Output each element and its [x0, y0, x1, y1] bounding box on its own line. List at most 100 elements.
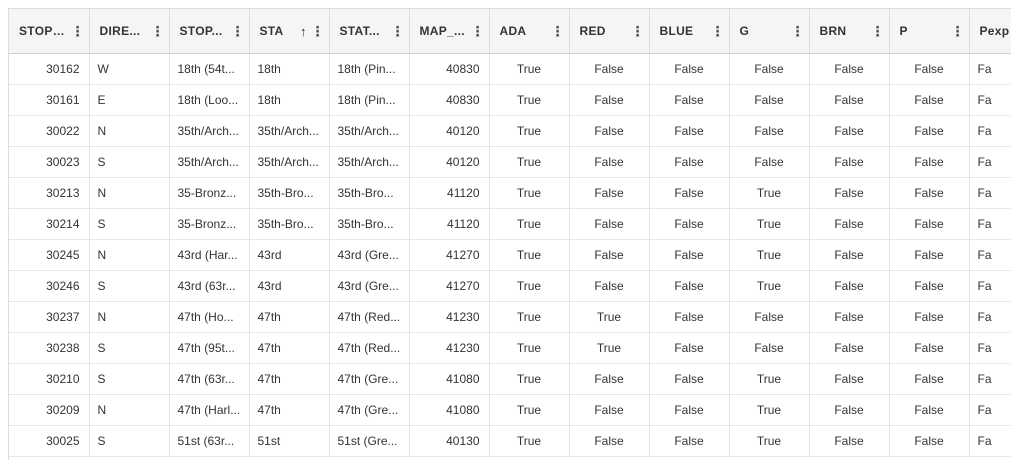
table-cell[interactable]: Fa [969, 147, 1011, 178]
table-cell[interactable]: False [809, 333, 889, 364]
table-cell[interactable]: True [729, 395, 809, 426]
table-cell[interactable]: False [569, 147, 649, 178]
table-cell[interactable]: False [809, 302, 889, 333]
table-cell[interactable]: 43rd [249, 240, 329, 271]
column-header[interactable]: G⋮ [729, 9, 809, 54]
table-cell[interactable]: False [569, 178, 649, 209]
table-cell[interactable]: 47th (Harl... [169, 395, 249, 426]
table-cell[interactable]: False [729, 116, 809, 147]
table-cell[interactable]: False [889, 54, 969, 85]
table-cell[interactable]: 30238 [9, 333, 89, 364]
table-cell[interactable]: 18th (Loo... [169, 85, 249, 116]
table-cell[interactable]: S [89, 147, 169, 178]
table-cell[interactable]: 30022 [9, 116, 89, 147]
table-cell[interactable]: False [809, 178, 889, 209]
table-cell[interactable]: Fa [969, 85, 1011, 116]
table-cell[interactable]: Fa [969, 395, 1011, 426]
table-cell[interactable]: True [489, 364, 569, 395]
table-cell[interactable]: 43rd (Har... [169, 240, 249, 271]
table-cell[interactable]: False [569, 364, 649, 395]
column-menu-icon[interactable]: ⋮ [951, 24, 963, 38]
column-header[interactable]: ADA⋮ [489, 9, 569, 54]
table-cell[interactable]: 41080 [409, 364, 489, 395]
column-menu-icon[interactable]: ⋮ [711, 24, 723, 38]
table-cell[interactable]: 30210 [9, 364, 89, 395]
table-cell[interactable]: 30161 [9, 85, 89, 116]
table-cell[interactable]: 30214 [9, 209, 89, 240]
column-header[interactable]: MAP_...⋮ [409, 9, 489, 54]
table-cell[interactable]: 47th (Ho... [169, 302, 249, 333]
table-cell[interactable]: False [809, 426, 889, 457]
column-menu-icon[interactable]: ⋮ [631, 24, 643, 38]
table-cell[interactable]: False [649, 54, 729, 85]
table-cell[interactable]: False [649, 426, 729, 457]
table-cell[interactable]: True [729, 240, 809, 271]
table-cell[interactable]: True [489, 395, 569, 426]
table-cell[interactable]: False [569, 426, 649, 457]
column-header[interactable]: BRN⋮ [809, 9, 889, 54]
table-cell[interactable]: False [809, 54, 889, 85]
table-cell[interactable]: 47th (Gre... [329, 364, 409, 395]
table-cell[interactable]: 40830 [409, 54, 489, 85]
table-cell[interactable]: True [729, 209, 809, 240]
table-cell[interactable]: False [809, 116, 889, 147]
table-cell[interactable]: 35th-Bro... [249, 209, 329, 240]
table-cell[interactable]: 47th (Red... [329, 333, 409, 364]
table-cell[interactable]: 40130 [409, 426, 489, 457]
column-menu-icon[interactable]: ⋮ [391, 24, 403, 38]
table-cell[interactable]: 35th-Bro... [329, 178, 409, 209]
table-cell[interactable]: False [569, 54, 649, 85]
column-menu-icon[interactable]: ⋮ [151, 24, 163, 38]
sort-ascending-icon[interactable]: ↑ [300, 24, 307, 39]
table-cell[interactable]: False [649, 271, 729, 302]
table-cell[interactable]: False [649, 116, 729, 147]
table-cell[interactable]: 35th/Arch... [329, 116, 409, 147]
table-cell[interactable]: True [729, 178, 809, 209]
table-cell[interactable]: 41120 [409, 178, 489, 209]
table-cell[interactable]: 35-Bronz... [169, 209, 249, 240]
table-cell[interactable]: 47th [249, 395, 329, 426]
table-cell[interactable]: False [649, 240, 729, 271]
table-cell[interactable]: False [889, 116, 969, 147]
column-menu-icon[interactable]: ⋮ [311, 24, 323, 38]
table-cell[interactable]: False [729, 333, 809, 364]
table-cell[interactable]: 35th/Arch... [329, 147, 409, 178]
table-cell[interactable]: False [569, 271, 649, 302]
table-cell[interactable]: False [889, 178, 969, 209]
table-cell[interactable]: 18th [249, 85, 329, 116]
table-cell[interactable]: False [809, 147, 889, 178]
table-cell[interactable]: W [89, 54, 169, 85]
table-cell[interactable]: True [489, 333, 569, 364]
table-cell[interactable]: Fa [969, 333, 1011, 364]
table-cell[interactable]: True [489, 271, 569, 302]
table-cell[interactable]: 47th (95t... [169, 333, 249, 364]
table-cell[interactable]: True [489, 85, 569, 116]
table-cell[interactable]: N [89, 178, 169, 209]
table-cell[interactable]: False [569, 116, 649, 147]
table-cell[interactable]: N [89, 240, 169, 271]
table-cell[interactable]: 47th (63r... [169, 364, 249, 395]
table-cell[interactable]: 43rd (Gre... [329, 271, 409, 302]
table-cell[interactable]: 30209 [9, 395, 89, 426]
table-cell[interactable]: False [889, 333, 969, 364]
table-cell[interactable]: False [889, 147, 969, 178]
table-cell[interactable]: 47th [249, 364, 329, 395]
table-cell[interactable]: 35th-Bro... [249, 178, 329, 209]
table-cell[interactable]: False [809, 240, 889, 271]
table-cell[interactable]: 47th (Red... [329, 302, 409, 333]
table-cell[interactable]: False [889, 395, 969, 426]
table-cell[interactable]: 47th (Gre... [329, 395, 409, 426]
table-cell[interactable]: 30023 [9, 147, 89, 178]
table-cell[interactable]: False [569, 395, 649, 426]
table-cell[interactable]: E [89, 85, 169, 116]
table-cell[interactable]: False [649, 147, 729, 178]
column-menu-icon[interactable]: ⋮ [231, 24, 243, 38]
table-cell[interactable]: 35-Bronz... [169, 178, 249, 209]
column-menu-icon[interactable]: ⋮ [471, 24, 483, 38]
